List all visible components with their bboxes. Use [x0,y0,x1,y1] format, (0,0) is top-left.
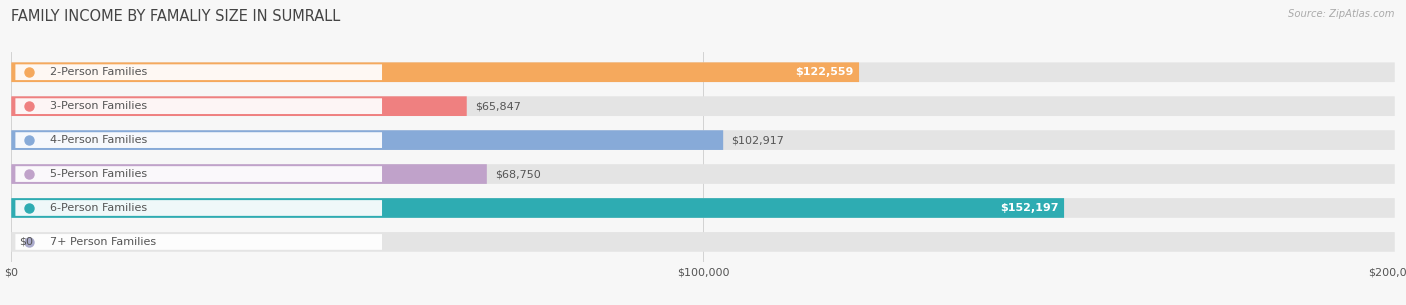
FancyBboxPatch shape [11,198,1064,218]
FancyBboxPatch shape [11,164,486,184]
Text: $122,559: $122,559 [796,67,853,77]
Text: 4-Person Families: 4-Person Families [51,135,148,145]
FancyBboxPatch shape [15,166,382,182]
FancyBboxPatch shape [11,232,1395,252]
FancyBboxPatch shape [15,132,382,148]
FancyBboxPatch shape [15,98,382,114]
Text: $68,750: $68,750 [495,169,541,179]
Text: $152,197: $152,197 [1000,203,1059,213]
Text: FAMILY INCOME BY FAMALIY SIZE IN SUMRALL: FAMILY INCOME BY FAMALIY SIZE IN SUMRALL [11,9,340,24]
Text: $102,917: $102,917 [731,135,785,145]
FancyBboxPatch shape [11,130,723,150]
FancyBboxPatch shape [15,200,382,216]
FancyBboxPatch shape [11,63,859,82]
FancyBboxPatch shape [11,164,1395,184]
Text: 5-Person Families: 5-Person Families [51,169,148,179]
Text: 3-Person Families: 3-Person Families [51,101,148,111]
Text: Source: ZipAtlas.com: Source: ZipAtlas.com [1288,9,1395,19]
Text: $65,847: $65,847 [475,101,520,111]
FancyBboxPatch shape [11,130,1395,150]
Text: 6-Person Families: 6-Person Families [51,203,148,213]
FancyBboxPatch shape [15,64,382,80]
Text: $0: $0 [20,237,34,247]
FancyBboxPatch shape [11,63,1395,82]
FancyBboxPatch shape [15,234,382,250]
FancyBboxPatch shape [11,96,1395,116]
Text: 2-Person Families: 2-Person Families [51,67,148,77]
Text: 7+ Person Families: 7+ Person Families [51,237,156,247]
FancyBboxPatch shape [11,96,467,116]
FancyBboxPatch shape [11,198,1395,218]
